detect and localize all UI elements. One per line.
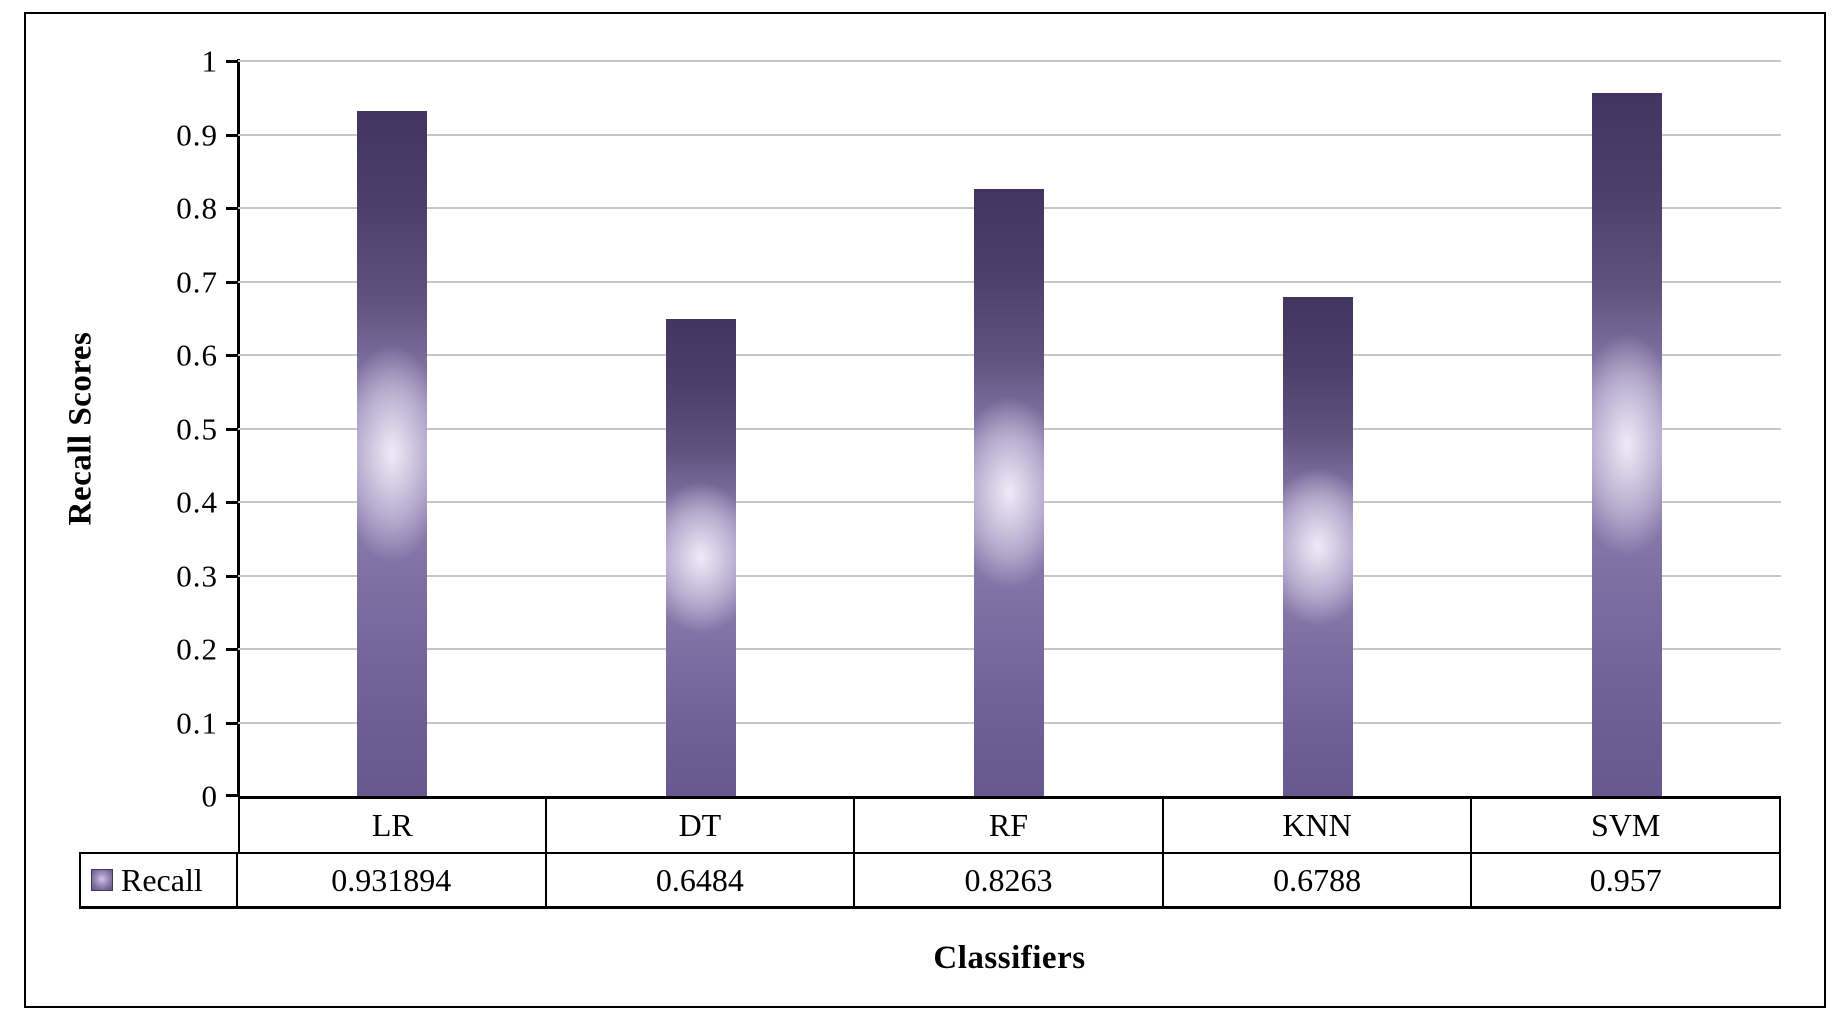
chart-data-table: LR DT RF KNN SVM Recall 0.931894 0.6484 … [79,796,1781,909]
bar-dt [665,319,736,796]
y-tick-label: 0.4 [176,484,218,520]
y-tick-label: 0.1 [176,705,218,740]
y-tick-mark [226,427,238,431]
value-cell-rf: 0.8263 [855,852,1164,909]
bar-rf [974,188,1045,796]
gridline [238,60,1781,62]
legend-cell: Recall [79,852,238,909]
legend-swatch-icon [91,869,113,891]
bar-series-recall [238,61,1781,796]
bar-slot-svm [1472,61,1781,796]
y-tick-mark [226,354,238,357]
value-cell-dt: 0.6484 [546,852,856,909]
category-cell-knn: KNN [1163,796,1473,852]
x-axis-title: Classifiers [933,940,1086,976]
bar-lr [357,111,428,796]
bar-knn [1283,297,1354,796]
legend-label: Recall [121,861,203,898]
y-tick-mark [226,721,238,725]
category-cell-dt: DT [546,796,856,852]
y-tick-label: 0 [201,778,218,814]
table-corner-cell [79,796,238,852]
category-cell-lr: LR [238,796,547,852]
bar-slot-lr [238,61,547,796]
y-tick-mark [226,133,238,137]
y-tick-label: 0.3 [176,558,218,593]
chart-frame: Recall Scores 1 0.9 0.8 0.7 0.6 0.5 0.4 … [24,12,1826,1008]
y-tick-label: 0.6 [176,337,218,373]
y-axis-labels: 1 0.9 0.8 0.7 0.6 0.5 0.4 0.3 0.2 0.1 0 [106,46,218,812]
category-cell-rf: RF [855,796,1164,852]
value-cell-svm: 0.957 [1472,852,1781,909]
bar-slot-knn [1164,61,1473,796]
value-cell-lr: 0.931894 [238,852,547,909]
y-tick-label: 0.9 [176,117,218,152]
category-cell-svm: SVM [1472,796,1781,852]
y-tick-label: 0.5 [176,411,218,446]
y-tick-label: 1 [201,43,218,79]
bar-slot-dt [547,61,856,796]
y-tick-mark [226,794,238,797]
value-cell-knn: 0.6788 [1163,852,1473,909]
y-tick-label: 0.8 [176,190,218,226]
y-tick-mark [226,207,238,210]
gridline [238,133,1781,136]
y-tick-mark [226,501,238,504]
bar-svm [1591,92,1662,796]
y-tick-label: 0.7 [176,264,218,299]
y-tick-label: 0.2 [176,631,218,667]
y-tick-mark [226,648,238,651]
y-tick-mark [226,280,238,284]
y-axis-ticks [226,60,238,797]
bar-slot-rf [855,61,1164,796]
y-axis-title-text: Recall Scores [62,331,99,526]
y-tick-mark [226,574,238,578]
y-tick-mark [226,60,238,63]
plot-area [238,60,1781,796]
